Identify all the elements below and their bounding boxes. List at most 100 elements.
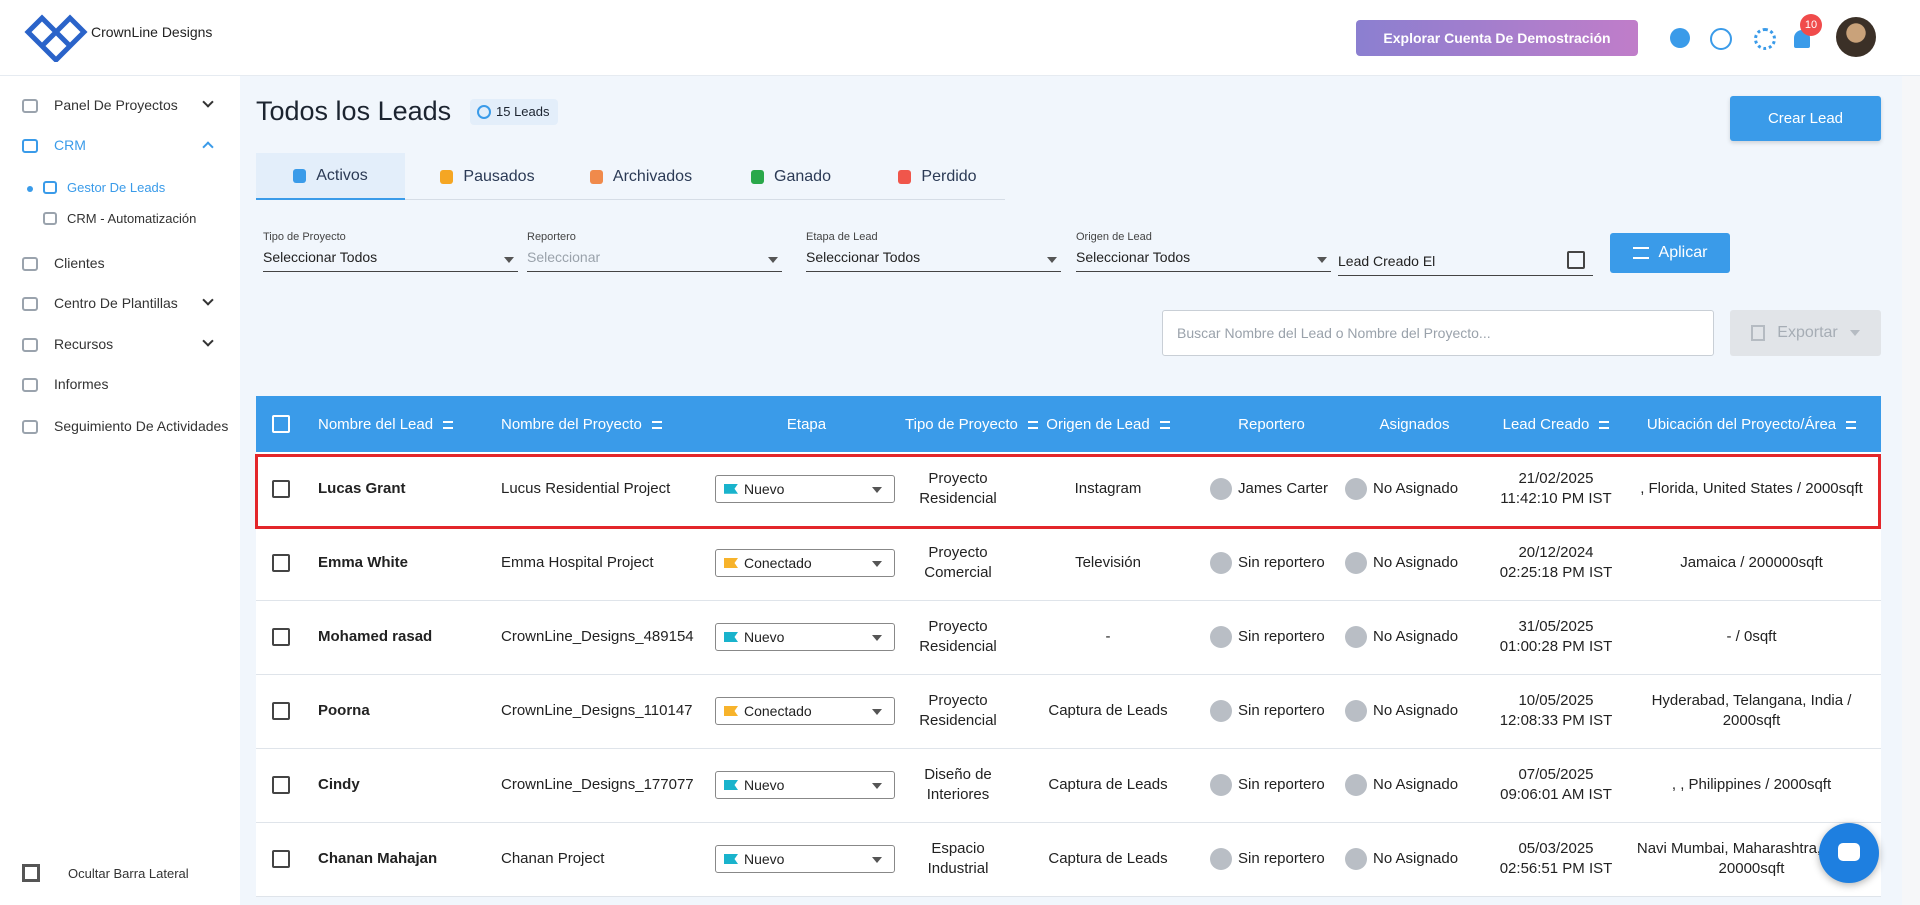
user-avatar[interactable] — [1836, 17, 1876, 57]
row-checkbox[interactable] — [272, 702, 290, 721]
nav-item[interactable]: Seguimiento De Actividades — [54, 418, 229, 434]
count-text: 15 Leads — [496, 104, 550, 119]
row-checkbox[interactable] — [272, 776, 290, 795]
stage-select[interactable]: Nuevo — [715, 623, 895, 651]
tab[interactable]: Archivados — [566, 153, 716, 200]
nav-subitem[interactable]: Gestor De Leads — [67, 180, 166, 195]
lead-origin: Captura de Leads — [1012, 674, 1204, 749]
tab[interactable]: Activos — [256, 153, 405, 200]
nav-chevron[interactable] — [202, 96, 214, 108]
nav-item[interactable]: Clientes — [54, 255, 105, 271]
row-checkbox[interactable] — [272, 479, 290, 498]
tab-icon — [589, 169, 603, 184]
sort-icon[interactable] — [1159, 420, 1170, 429]
filter-text: Seleccionar Todos — [806, 249, 921, 265]
reporter-avatar — [1210, 626, 1232, 648]
nav-chevron[interactable] — [202, 294, 214, 306]
assigned-avatar — [1345, 848, 1367, 870]
date-filter-label: Lead Creado El — [1338, 251, 1593, 276]
nav-icon — [22, 139, 38, 153]
nav-item[interactable]: Recursos — [54, 336, 114, 352]
demo-button[interactable]: Explorar Cuenta De Demostración — [1356, 20, 1638, 56]
nav-chevron[interactable] — [202, 141, 214, 153]
apply-icon — [1632, 247, 1649, 259]
stage-cell: Conectado — [709, 526, 904, 601]
chat-button[interactable] — [1819, 823, 1879, 883]
select-all-box[interactable] — [272, 415, 290, 434]
hide-sidebar[interactable]: Ocultar Barra Lateral — [68, 866, 189, 881]
lead-row[interactable]: Cindy CrownLine_Designs_177077 Nuevo Diseño… — [256, 748, 1881, 823]
assigned-name: No Asignado — [1373, 850, 1459, 867]
stage-value: Conectado — [744, 555, 812, 571]
export-text: Exportar — [1777, 324, 1838, 341]
export-button[interactable]: Exportar — [1730, 310, 1881, 356]
lead-name[interactable]: Mohamed rasad — [306, 600, 491, 675]
tab-label: Archivados — [612, 167, 693, 185]
column-title: Ubicación del Proyecto/Área — [1646, 415, 1837, 433]
stage-flag — [724, 706, 738, 716]
search-input[interactable]: Buscar Nombre del Lead o Nombre del Proy… — [1162, 310, 1714, 356]
lead-name[interactable]: Cindy — [306, 748, 491, 823]
assigned: No Asignado — [1345, 552, 1484, 574]
lead-name[interactable]: Emma White — [306, 526, 491, 601]
hide-icon[interactable] — [22, 864, 40, 882]
stage-select[interactable]: Nuevo — [715, 845, 895, 873]
stage-select[interactable]: Conectado — [715, 549, 895, 577]
filter[interactable]: Origen de Lead Seleccionar Todos — [1076, 231, 1331, 272]
tab[interactable]: Ganado — [725, 153, 857, 200]
lead-row[interactable]: Lucas Grant Lucus Residential Project Nuev… — [256, 452, 1881, 527]
stage-select[interactable]: Nuevo — [715, 771, 895, 799]
filter[interactable]: Tipo de Proyecto Seleccionar Todos — [263, 231, 518, 272]
assigned: No Asignado — [1345, 774, 1484, 796]
filter[interactable]: Reportero Seleccionar — [527, 231, 782, 272]
row-checkbox[interactable] — [272, 850, 290, 869]
stage-select[interactable]: Nuevo — [715, 474, 895, 503]
leads-table: Nombre del Lead Nombre del Proyecto Etapa T… — [256, 396, 1881, 897]
tab[interactable]: Pausados — [420, 153, 555, 200]
assigned-cell: No Asignado — [1339, 822, 1490, 897]
sort-icon[interactable] — [443, 420, 454, 429]
row-select — [256, 822, 306, 897]
tab[interactable]: Perdido — [870, 153, 1005, 200]
sort-icon[interactable] — [651, 420, 662, 429]
user-add-icon[interactable] — [1670, 28, 1690, 48]
filter-value: Seleccionar Todos — [806, 249, 1061, 272]
language-icon[interactable] — [1710, 28, 1732, 50]
lead-row[interactable]: Poorna CrownLine_Designs_110147 Conectado P… — [256, 674, 1881, 749]
date-filter[interactable]: Lead Creado El — [1338, 237, 1593, 276]
nav-icon — [22, 99, 38, 113]
settings-icon[interactable] — [1754, 28, 1776, 50]
nav-item[interactable]: Informes — [54, 376, 109, 392]
nav-subitem[interactable]: CRM - Automatización — [67, 211, 197, 226]
sort-icon[interactable] — [1599, 420, 1610, 429]
lead-row[interactable]: Mohamed rasad CrownLine_Designs_489154 Nue… — [256, 600, 1881, 675]
sort-icon[interactable] — [1846, 420, 1857, 429]
sort-icon[interactable] — [1027, 420, 1038, 429]
assigned-avatar — [1345, 700, 1367, 722]
row-checkbox[interactable] — [272, 628, 290, 647]
lead-origin: Instagram — [1012, 452, 1204, 527]
column-title: Origen de Lead — [1046, 415, 1150, 433]
lead-row[interactable]: Emma White Emma Hospital Project Conectado… — [256, 526, 1881, 601]
stage-flag — [724, 483, 738, 494]
lead-name[interactable]: Lucas Grant — [306, 452, 491, 527]
project-type: Diseño de Interiores — [904, 748, 1012, 823]
assigned-name: No Asignado — [1373, 479, 1459, 497]
select-all[interactable] — [256, 396, 306, 452]
lead-name[interactable]: Chanan Mahajan — [306, 822, 491, 897]
nav-item[interactable]: Centro De Plantillas — [54, 295, 178, 311]
nav-item[interactable]: CRM — [54, 137, 86, 153]
nav-item[interactable]: Panel De Proyectos — [54, 97, 178, 113]
create-lead-button[interactable]: Crear Lead — [1730, 96, 1881, 141]
column-header: Origen de Lead — [1012, 396, 1204, 452]
stage-select[interactable]: Conectado — [715, 697, 895, 725]
row-checkbox[interactable] — [272, 554, 290, 573]
project-type: Proyecto Residencial — [904, 600, 1012, 675]
lead-row[interactable]: Chanan Mahajan Chanan Project Nuevo Espacio… — [256, 822, 1881, 897]
lead-name[interactable]: Poorna — [306, 674, 491, 749]
apply-button[interactable]: Aplicar — [1610, 233, 1730, 273]
nav-chevron[interactable] — [202, 335, 214, 347]
filter[interactable]: Etapa de Lead Seleccionar Todos — [806, 231, 1061, 272]
assigned-cell: No Asignado — [1339, 452, 1490, 527]
